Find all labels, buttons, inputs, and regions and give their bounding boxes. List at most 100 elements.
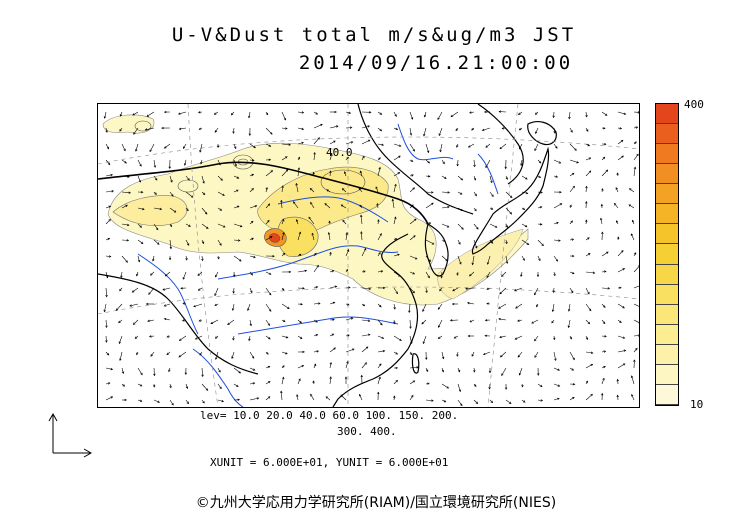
wind-vector [633,285,639,289]
wind-vector [281,111,286,121]
wind-vector-head [359,393,362,397]
wind-vector [585,253,591,257]
wind-vector [601,319,606,324]
wind-vector-head [248,338,251,342]
wind-vector-head [349,126,353,129]
wind-vector-head [469,273,472,277]
wind-vector [217,383,222,389]
wind-vector-head [379,233,382,236]
wind-vector-head [118,341,121,345]
wind-vector-head [616,172,619,176]
wind-vector [482,127,491,131]
wind-vector-head [485,145,488,148]
wind-vector-head [204,212,208,215]
wind-vector-head [215,357,218,360]
wind-vector-head [422,309,425,312]
wind-vector-head [182,302,186,305]
wind-vector-head [341,188,345,191]
wind-vector-head [173,210,177,213]
colorbar-segment [656,184,678,205]
wind-vector [409,395,414,401]
wind-vector-head [451,302,455,306]
wind-vector [329,153,333,161]
wind-vector-head [318,302,321,305]
wind-vector [281,169,289,177]
wind-vector-head [301,141,304,145]
wind-vector-head [536,304,539,308]
wind-vector [485,159,491,168]
wind-vector-head [154,192,157,195]
wind-vector-head [571,172,575,176]
wind-vector [633,303,639,307]
wind-vector-head [178,355,182,358]
wind-vector [137,207,145,210]
wind-vector [105,287,107,297]
wind-vector [520,159,523,166]
wind-vector [505,239,508,244]
wind-vector [467,302,475,305]
wind-vector [137,383,143,387]
wind-vector-head [169,246,173,250]
wind-vector [569,186,575,193]
wind-vector-head [514,337,518,340]
wind-vector-head [439,149,442,153]
wind-vector [585,127,589,132]
wind-vector [233,175,239,179]
wind-vector-head [471,354,474,357]
wind-vector [165,271,171,277]
wind-vector [342,188,347,193]
wind-vector [201,191,206,195]
wind-vector [361,319,370,322]
wind-vector-head [108,255,112,258]
wind-vector [297,232,301,241]
wind-vector [473,175,476,181]
wind-vector [631,375,635,385]
wind-vector-head [540,399,544,402]
wind-vector [297,270,307,273]
wind-vector [233,189,239,193]
wind-vector [473,191,477,196]
wind-vector-head [498,306,501,309]
wind-vector [233,223,243,227]
wind-vector [105,127,108,133]
wind-vector-head [520,274,523,278]
wind-vector-head [350,141,354,144]
wind-vector-head [248,133,252,137]
wind-vector-head [304,269,308,273]
dust-peak [268,233,281,243]
wind-vector-head [509,212,513,215]
wind-vector [375,186,379,193]
wind-vector [425,143,429,153]
wind-vector [121,143,126,151]
wind-vector [514,335,523,340]
wind-vector-head [438,133,441,137]
wind-vector-head [393,321,396,325]
wind-vector [233,383,239,387]
wind-vector-head [449,319,453,322]
wind-vector [424,111,427,117]
wind-vector [313,111,318,115]
dust-region-mid-west [112,195,188,226]
wind-vector [297,365,304,369]
wind-vector [537,239,544,246]
wind-vector [200,159,203,164]
wind-vector [537,191,543,193]
wind-vector-head [377,219,380,222]
wind-vector [184,159,187,166]
wind-vector [438,319,443,328]
wind-vector-head [499,335,502,339]
wind-vector-head [456,145,459,148]
wind-vector-head [268,272,272,275]
wind-vector [425,399,434,402]
wind-vector-head [121,371,125,375]
wind-vector-head [201,258,204,262]
wind-vector-head [471,262,474,266]
wind-vector-head [166,352,169,356]
wind-vector-head [437,336,441,339]
wind-vector [137,239,144,244]
wind-vector [281,351,288,355]
wind-vector-head [367,319,371,322]
wind-vector-head [505,225,508,228]
wind-vector [499,143,507,150]
wind-vector-head [427,175,431,178]
